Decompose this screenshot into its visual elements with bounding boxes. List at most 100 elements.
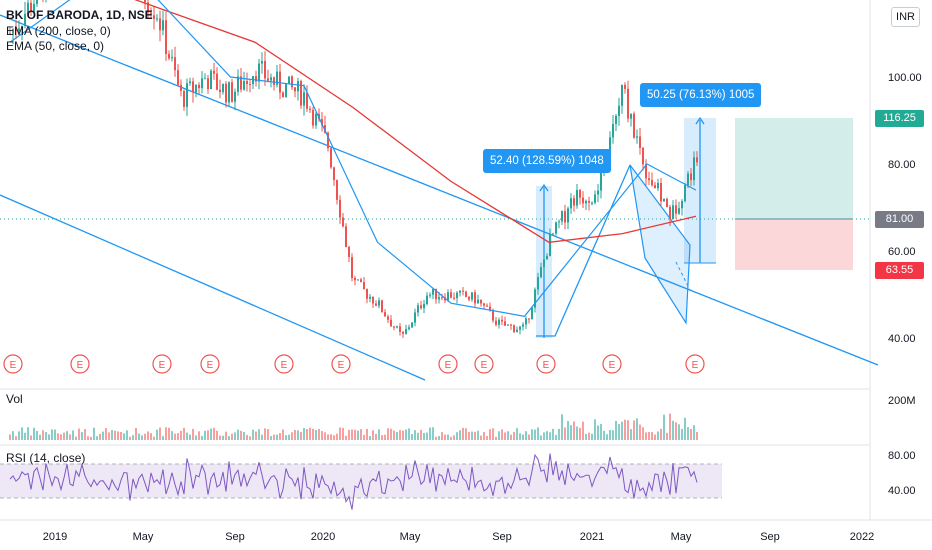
candle-body	[162, 20, 164, 31]
candle-body	[171, 57, 173, 59]
candle-body	[585, 200, 587, 204]
volume-bar	[630, 429, 632, 440]
candle-body	[243, 81, 245, 90]
candle-body	[462, 290, 464, 292]
volume-bar	[342, 427, 344, 440]
candle-body	[420, 305, 422, 309]
volume-bar	[438, 436, 440, 440]
volume-bar	[549, 432, 551, 440]
volume-bar	[45, 432, 47, 440]
candle-body	[426, 295, 428, 305]
volume-bar	[150, 433, 152, 440]
candle-body	[645, 164, 647, 179]
candle-body	[216, 73, 218, 90]
volume-bar	[231, 433, 233, 440]
candle-body	[261, 61, 263, 64]
volume-bar	[105, 428, 107, 440]
flag-projection-line	[675, 261, 691, 291]
volume-bar	[459, 430, 461, 440]
earnings-marker	[474, 354, 494, 374]
ema50-line	[9, 0, 697, 317]
candle-body	[582, 197, 584, 204]
candle-body	[144, 0, 146, 3]
candle-body	[552, 233, 554, 235]
volume-bar	[210, 428, 212, 440]
volume-bar	[450, 436, 452, 440]
position-profit-zone[interactable]	[735, 118, 853, 219]
volume-bar	[498, 431, 500, 440]
candle-body	[36, 0, 38, 4]
volume-bar	[582, 421, 584, 440]
volume-bar	[564, 427, 566, 440]
volume-bar	[12, 431, 14, 440]
ema200-legend: EMA (200, close, 0)	[6, 23, 111, 38]
volume-bar	[393, 430, 395, 440]
candle-body	[12, 29, 14, 34]
candle-body	[147, 2, 149, 13]
volume-bar	[138, 433, 140, 440]
flagpole-line[interactable]	[536, 164, 631, 337]
candlestick-series	[9, 0, 698, 338]
volume-bar	[645, 432, 647, 440]
volume-bar	[384, 434, 386, 440]
volume-bar	[615, 420, 617, 440]
volume-bar	[570, 425, 572, 440]
channel-upper-line[interactable]	[0, 14, 879, 366]
candle-body	[315, 113, 317, 126]
candle-body	[561, 211, 563, 222]
volume-bar	[507, 431, 509, 440]
volume-bar	[321, 431, 323, 440]
earnings-marker	[3, 354, 23, 374]
volume-bar	[357, 430, 359, 440]
candle-body	[264, 61, 266, 79]
candle-body	[369, 296, 371, 299]
candle-body	[528, 318, 530, 320]
price-tick-label: 100.00	[888, 72, 922, 84]
candle-body	[399, 326, 401, 332]
volume-bar	[111, 429, 113, 440]
volume-bar	[465, 428, 467, 440]
candle-body	[633, 113, 635, 138]
volume-bar	[495, 436, 497, 440]
volume-bar	[591, 433, 593, 440]
currency-button[interactable]: INR	[891, 7, 920, 27]
candle-body	[345, 226, 347, 247]
candle-body	[540, 267, 542, 278]
volume-bar	[417, 432, 419, 440]
volume-bar	[9, 434, 11, 440]
candle-body	[435, 288, 437, 300]
volume-bar	[609, 429, 611, 440]
measure-label-2: 50.25 (76.13%) 1005	[640, 83, 762, 107]
candle-body	[312, 109, 314, 126]
volume-bar	[294, 429, 296, 440]
price-tick-label: 60.00	[888, 246, 916, 258]
volume-bar	[576, 426, 578, 440]
volume-bar	[288, 434, 290, 440]
volume-bar	[327, 434, 329, 440]
volume-bar	[213, 427, 215, 440]
candle-body	[459, 290, 461, 293]
symbol-title: BK OF BARODA, 1D, NSE	[6, 8, 153, 22]
volume-bars	[9, 413, 698, 440]
volume-bar	[477, 430, 479, 440]
channel-lower-line[interactable]	[0, 194, 426, 381]
candle-body	[588, 200, 590, 203]
volume-bar	[63, 432, 65, 440]
candle-body	[654, 185, 656, 189]
volume-bar	[33, 427, 35, 440]
volume-bar	[468, 431, 470, 440]
candle-body	[198, 84, 200, 89]
candle-body	[657, 183, 659, 189]
volume-bar	[516, 428, 518, 440]
candle-body	[450, 292, 452, 298]
candle-body	[558, 221, 560, 223]
candle-body	[504, 321, 506, 326]
candle-body	[390, 319, 392, 327]
candle-body	[465, 291, 467, 297]
volume-bar	[333, 435, 335, 440]
position-loss-zone[interactable]	[735, 219, 853, 270]
volume-bar	[261, 434, 263, 440]
volume-bar	[513, 431, 515, 440]
